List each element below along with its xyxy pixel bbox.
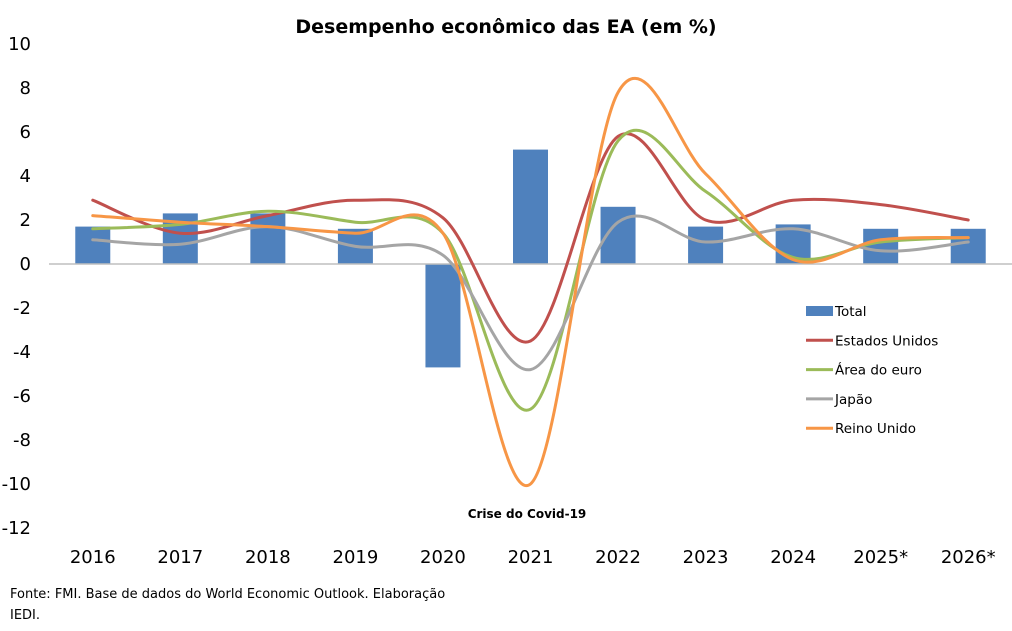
x-tick-label: 2022 xyxy=(595,547,641,568)
y-tick-label: 0 xyxy=(20,254,31,275)
legend-label-reino-unido: Reino Unido xyxy=(835,421,916,437)
bar-2021 xyxy=(513,149,548,264)
y-tick-label: -4 xyxy=(13,342,31,363)
y-tick-label: -8 xyxy=(13,430,31,451)
chart-title: Desempenho econômico das EA (em %) xyxy=(295,16,716,38)
x-tick-label: 2025* xyxy=(853,547,908,568)
y-tick-label: -6 xyxy=(13,386,31,407)
x-tick-label: 2024 xyxy=(770,547,816,568)
legend: Total Estados Unidos Área do euro Japão Rein… xyxy=(806,304,938,437)
x-tick-label: 2018 xyxy=(245,547,291,568)
y-tick-label: 8 xyxy=(20,78,31,99)
line-estados-unidos xyxy=(91,132,970,344)
x-tick-label: 2026* xyxy=(941,547,996,568)
bar-2023 xyxy=(688,226,724,264)
x-tick-label: 2021 xyxy=(508,547,554,568)
legend-label-estados-unidos: Estados Unidos xyxy=(835,333,938,349)
bar-2018 xyxy=(250,213,286,264)
x-tick-label: 2020 xyxy=(420,547,466,568)
y-tick-label: 4 xyxy=(20,166,31,187)
line-reino-unido xyxy=(91,76,970,488)
line-japao xyxy=(91,214,970,372)
y-tick-label: -12 xyxy=(2,518,31,539)
bar-2026 xyxy=(950,228,986,264)
x-tick-label: 2016 xyxy=(70,547,116,568)
legend-label-japao: Japão xyxy=(834,392,872,408)
legend-swatch-total xyxy=(806,306,833,316)
y-tick-label: 6 xyxy=(20,122,31,143)
x-tick-label: 2023 xyxy=(683,547,729,568)
legend-label-total: Total xyxy=(834,304,867,320)
bar-2016 xyxy=(75,226,111,264)
y-tick-label: 10 xyxy=(8,34,31,55)
x-tick-label: 2019 xyxy=(333,547,379,568)
x-axis: 2016 2017 2018 2019 2020 2021 2022 2023 2024 2025… xyxy=(70,547,996,568)
y-tick-label: -10 xyxy=(2,474,31,495)
lines xyxy=(91,76,970,488)
y-tick-label: -2 xyxy=(13,298,31,319)
bar-2020 xyxy=(425,264,461,368)
x-tick-label: 2017 xyxy=(157,547,203,568)
legend-label-area-do-euro: Área do euro xyxy=(835,362,922,379)
annotation-covid: Crise do Covid-19 xyxy=(468,507,587,521)
source-note: Fonte: FMI. Base de dados do World Econo… xyxy=(10,587,446,623)
line-area-do-euro xyxy=(91,128,970,412)
y-axis: 10 8 6 4 2 0 -2 -4 -6 -8 -10 -12 xyxy=(2,34,31,539)
y-tick-label: 2 xyxy=(20,210,31,231)
bar-2025 xyxy=(863,228,899,264)
